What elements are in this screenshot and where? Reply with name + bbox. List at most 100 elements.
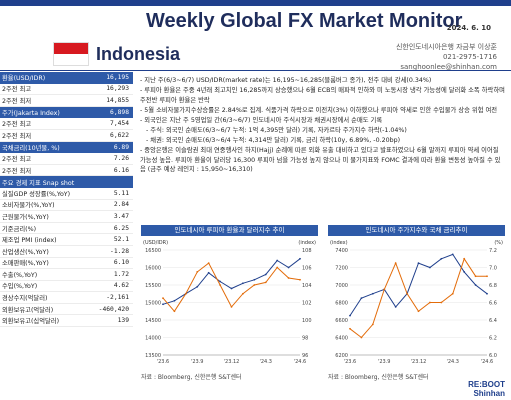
indicator-value: 3.47 bbox=[113, 212, 129, 220]
indicator-row: 소매판매(%,YoY) 6.10 bbox=[0, 258, 133, 270]
y-left-tick: 16000 bbox=[145, 266, 161, 272]
fx-chart: 인도네시아 루피아 환율과 달러지수 추이 (USD/IDR) (index) 16… bbox=[141, 225, 318, 369]
x-tick: '23.12 bbox=[411, 359, 427, 365]
fx-chart-plot: (USD/IDR) (index) 16500 108 16000 106 15500 104… bbox=[143, 240, 316, 365]
indicator-label: 2주전 최고 bbox=[2, 155, 32, 163]
x-tick: '23.9 bbox=[191, 359, 204, 365]
y-left-tick: 6400 bbox=[335, 336, 348, 342]
commentary-item: - 5월 소비자물가지수상승률은 2.84%로 집계. 식품가격 하락으로 이전… bbox=[140, 106, 498, 114]
indicator-row: 2주전 최저 6.16 bbox=[0, 165, 133, 177]
y-right-tick: 96 bbox=[302, 353, 308, 359]
y-left-axis-label: (index) bbox=[330, 240, 348, 246]
y-right-tick: 6.8 bbox=[489, 283, 497, 289]
y-right-axis-label: (%) bbox=[494, 240, 503, 246]
x-tick: '24.3 bbox=[446, 359, 459, 365]
series-1-point bbox=[264, 273, 267, 276]
x-tick: '24.6 bbox=[481, 359, 494, 365]
series-line-2 bbox=[162, 262, 301, 313]
series-2-point bbox=[349, 327, 351, 330]
commentary-item: - 루피아 환율은 주중 4년래 최고치인 16,285까지 상승했으나 6월 … bbox=[140, 87, 505, 104]
indicator-value: -1.28 bbox=[110, 247, 129, 255]
series-1-point bbox=[196, 285, 199, 288]
indicator-row: 2주전 최저 14,855 bbox=[0, 95, 133, 107]
series-1-point bbox=[253, 278, 256, 281]
contact-phone: 021-2975-1716 bbox=[442, 53, 497, 61]
indicator-row: 수출(%,YoY) 1.72 bbox=[0, 269, 133, 281]
y-left-tick: 7400 bbox=[335, 248, 348, 254]
series-1-point bbox=[299, 257, 301, 260]
series-2-point bbox=[242, 292, 244, 295]
series-2-point bbox=[417, 310, 420, 313]
series-1-point bbox=[219, 280, 221, 283]
indicator-value: 14,855 bbox=[106, 96, 129, 104]
y-right-tick: 100 bbox=[302, 318, 312, 324]
indicator-label: 주요 경제 지표 Snap shot bbox=[2, 179, 75, 187]
indicator-label: 소비자물가(%,YoY) bbox=[2, 202, 55, 210]
series-2-point bbox=[184, 292, 187, 295]
indicator-label: 2주전 최저 bbox=[2, 132, 32, 140]
series-2-point bbox=[406, 292, 408, 295]
contact-email[interactable]: sanghoonlee@shinhan.com bbox=[400, 63, 497, 71]
indicator-row: 주가(Jakarta Index) 6,898 bbox=[0, 106, 133, 119]
indicator-row: 국채금리(10년물, %) 6.89 bbox=[0, 141, 133, 154]
y-left-tick: 16500 bbox=[145, 248, 161, 254]
commentary-bullets: - 지난 주(6/3~6/7) USD/IDR(market rate)는 16… bbox=[140, 76, 505, 175]
series-1-point bbox=[371, 292, 374, 295]
indicator-value: 139 bbox=[117, 317, 129, 325]
commentary-item: - 중앙은행은 이슬람권 최대 연중행사인 하지(Hajj) 순례에 따른 외화… bbox=[140, 147, 501, 174]
y-left-tick: 7200 bbox=[335, 266, 348, 272]
x-tick: '24.3 bbox=[259, 359, 272, 365]
contact-block: 신한인도네시아은행 자금부 이상훈 021-2975-1716 sanghoon… bbox=[396, 42, 497, 72]
series-2-point bbox=[429, 301, 431, 304]
y-right-tick: 7.0 bbox=[489, 266, 497, 272]
indicator-value: -2,161 bbox=[106, 294, 129, 302]
indicator-value: 16,293 bbox=[106, 85, 129, 93]
y-left-tick: 6200 bbox=[335, 353, 348, 359]
indicator-label: 주가(Jakarta Index) bbox=[2, 110, 60, 118]
top-accent-bar bbox=[0, 0, 511, 6]
indicator-value: 1.72 bbox=[113, 270, 129, 278]
series-2-point bbox=[474, 275, 477, 278]
indicator-label: 2주전 최저 bbox=[2, 97, 32, 105]
indicator-label: 소매판매(%,YoY) bbox=[2, 260, 49, 268]
indicator-label: 2주전 최고 bbox=[2, 121, 32, 129]
indicator-value: 2.84 bbox=[113, 201, 129, 209]
series-1-point bbox=[162, 303, 164, 306]
series-1-point bbox=[451, 253, 454, 256]
series-2-point bbox=[230, 305, 233, 308]
series-2-point bbox=[276, 266, 279, 269]
contact-name: 신한인도네시아은행 자금부 이상훈 bbox=[395, 43, 497, 51]
indicator-label: 산업생산(%,YoY) bbox=[2, 248, 49, 256]
series-2-point bbox=[360, 336, 363, 339]
indicator-value: 5.11 bbox=[113, 189, 129, 197]
series-1-point bbox=[349, 314, 351, 317]
report-date: 2024. 6. 10 bbox=[446, 24, 491, 32]
country-title: Indonesia bbox=[96, 44, 181, 64]
series-2-point bbox=[299, 278, 301, 281]
x-tick: '23.6 bbox=[157, 359, 170, 365]
y-left-tick: 6800 bbox=[335, 301, 348, 307]
series-2-point bbox=[371, 323, 374, 326]
y-left-tick: 6600 bbox=[335, 318, 348, 324]
y-right-tick: 6.2 bbox=[489, 336, 497, 342]
fx-chart-source: 자료 : Bloomberg, 신한은행 S&T센터 bbox=[141, 374, 242, 381]
indicator-row: 2주전 최고 16,293 bbox=[0, 84, 133, 96]
series-1-point bbox=[429, 266, 431, 269]
y-right-tick: 102 bbox=[302, 301, 312, 307]
y-right-tick: 98 bbox=[302, 336, 308, 342]
y-right-tick: 108 bbox=[302, 248, 312, 254]
series-2-point bbox=[264, 281, 267, 284]
fx-chart-title: 인도네시아 루피아 환율과 달러지수 추이 bbox=[141, 225, 318, 236]
equity-bond-chart-plot: (index) (%) 7400 7.2 7200 7.0 7000 6.8 6800 6.6 66… bbox=[330, 240, 503, 365]
indicator-value: 4.62 bbox=[113, 282, 129, 290]
series-2-point bbox=[253, 284, 256, 286]
shinhan-logo: RE:BOOT Shinhan bbox=[468, 380, 505, 398]
y-left-tick: 14500 bbox=[145, 318, 161, 324]
series-2-point bbox=[162, 297, 164, 300]
x-tick: '23.12 bbox=[224, 359, 240, 365]
indicator-label: 2주전 최고 bbox=[2, 86, 32, 94]
x-tick: '24.6 bbox=[294, 359, 307, 365]
y-right-tick: 106 bbox=[302, 266, 312, 272]
series-2-point bbox=[207, 262, 210, 265]
indicator-value: 7.26 bbox=[113, 154, 129, 162]
